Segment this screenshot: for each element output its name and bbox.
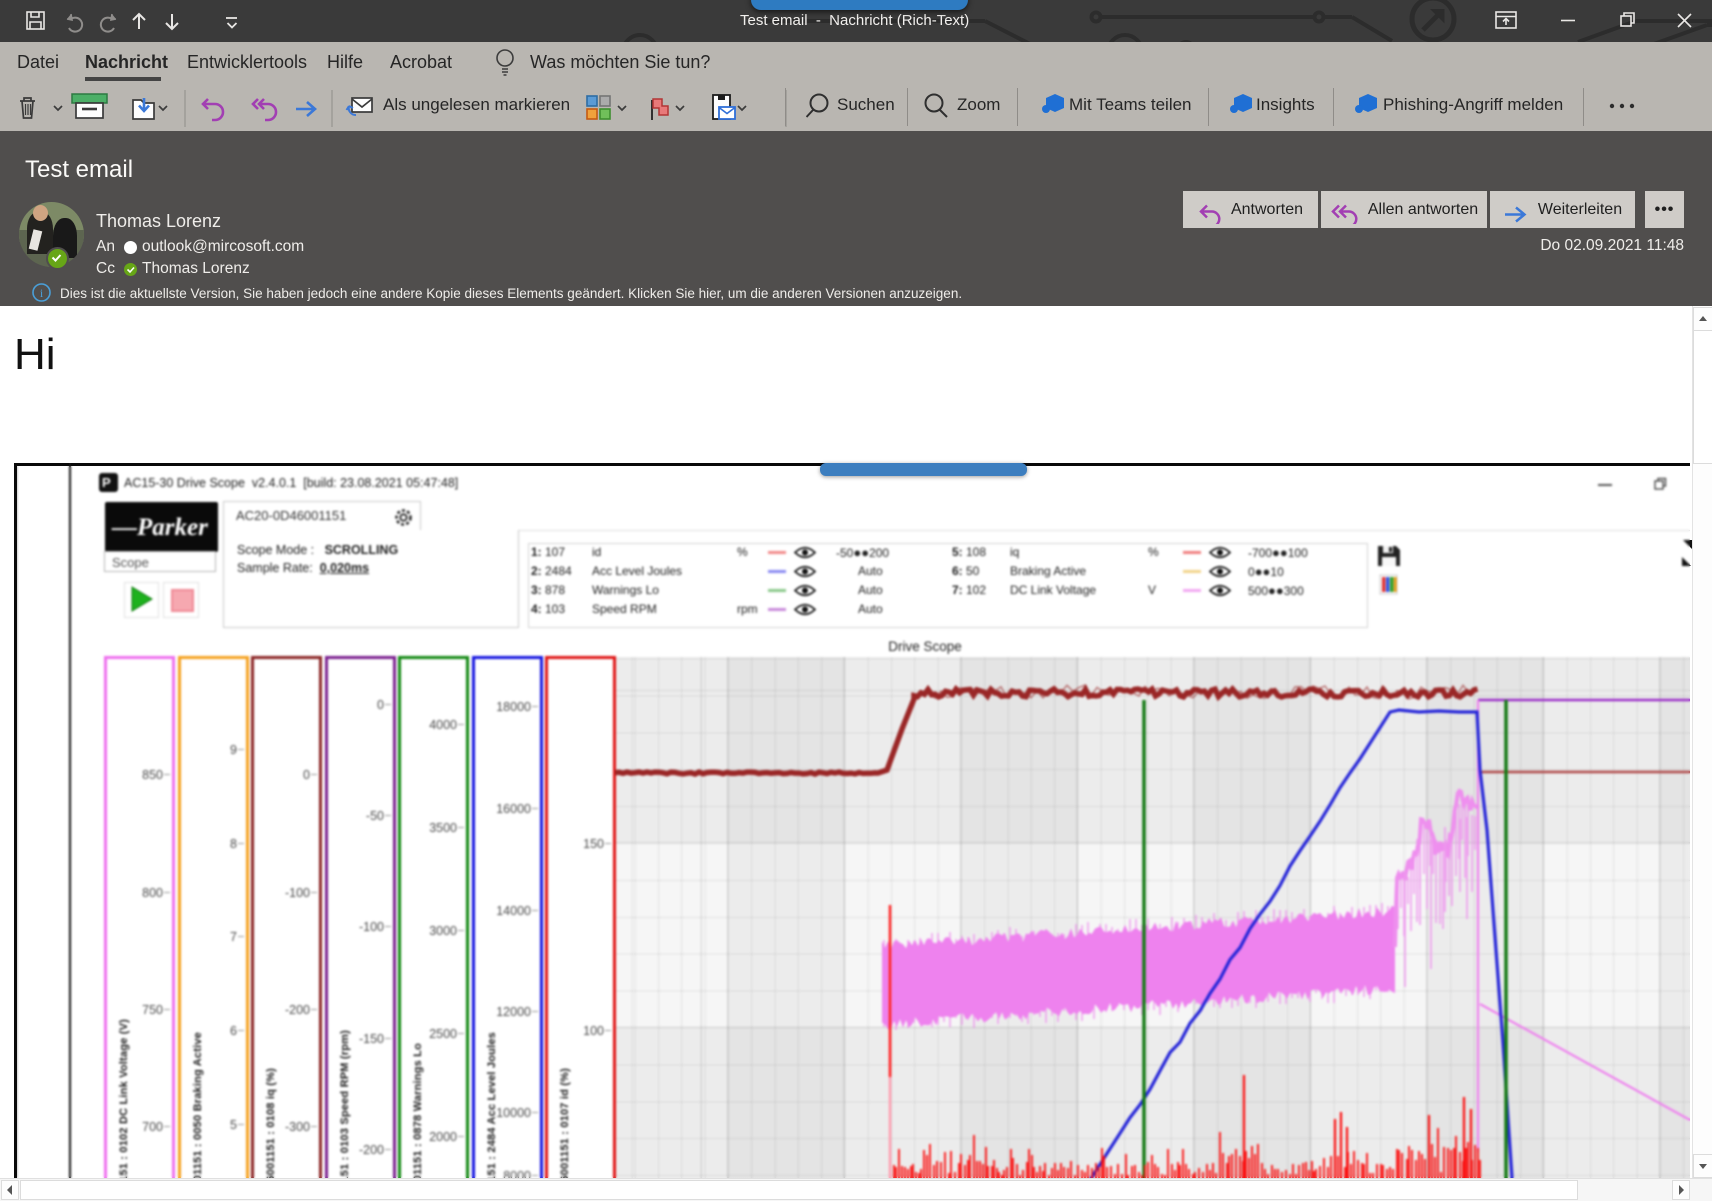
svg-text:i: i: [40, 286, 44, 300]
